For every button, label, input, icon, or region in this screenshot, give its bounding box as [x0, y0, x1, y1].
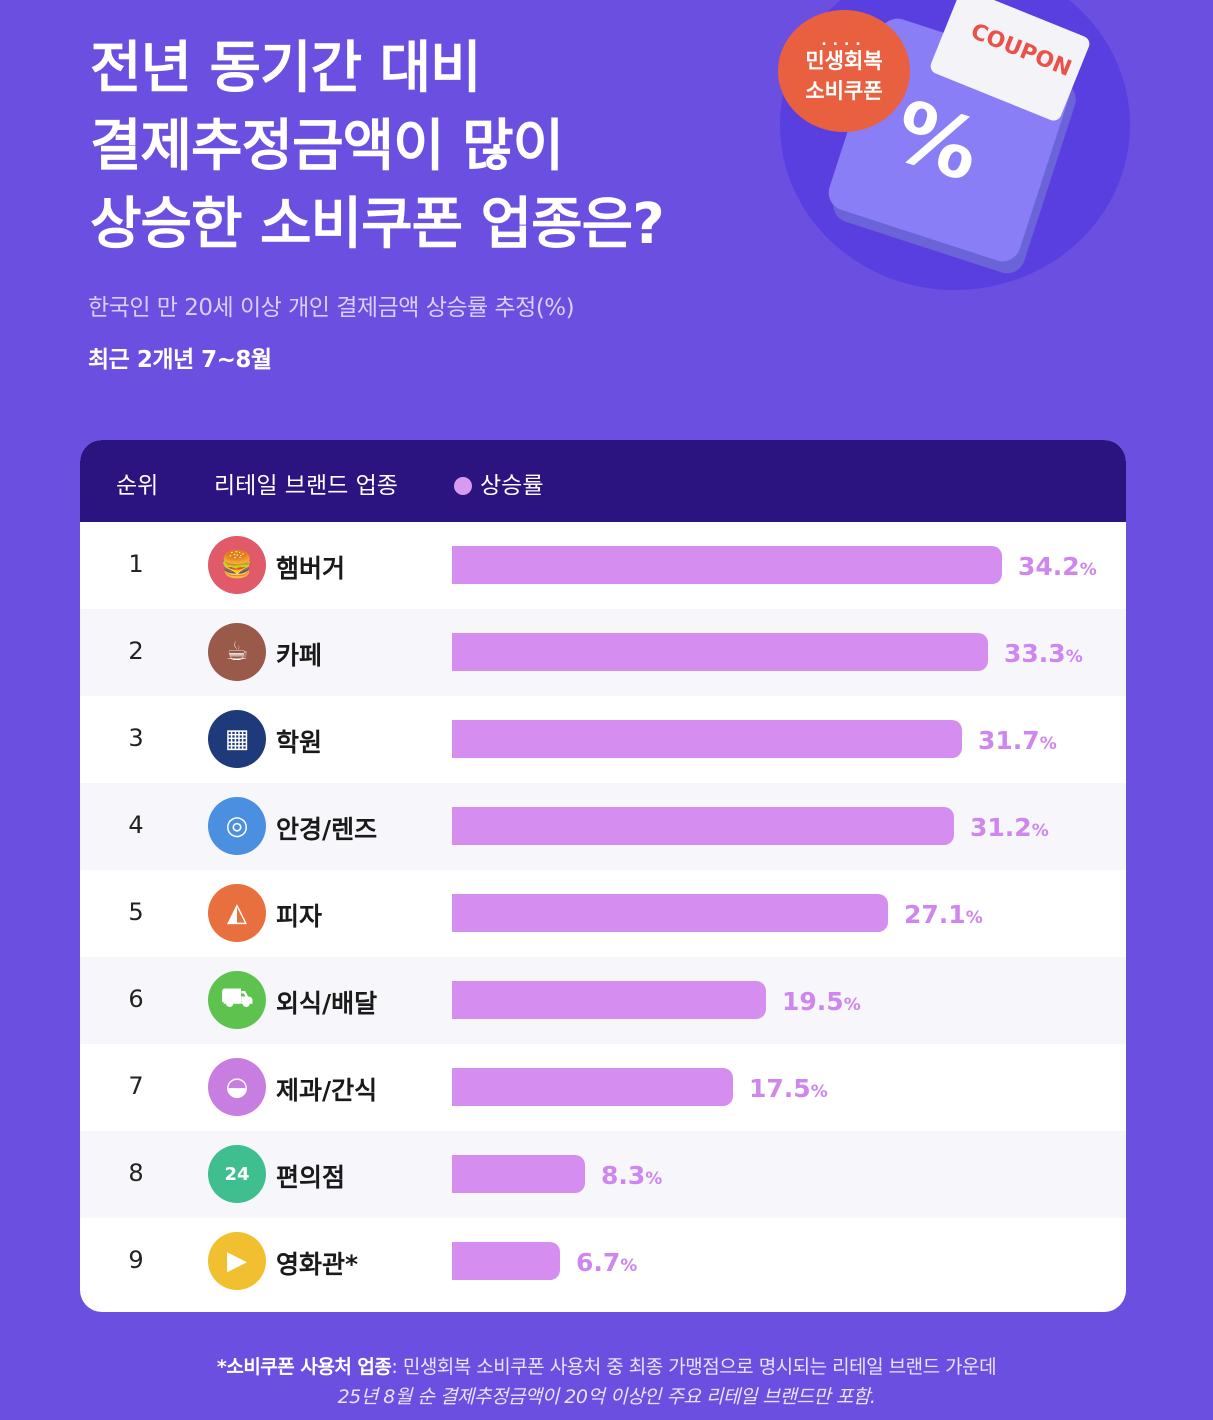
value-number: 6.7 [576, 1248, 621, 1277]
value-unit: % [810, 1082, 828, 1102]
category-label: 안경/렌즈 [276, 815, 378, 844]
category-label: 외식/배달 [276, 989, 378, 1018]
delivery-scooter-icon: ⛟ [208, 971, 266, 1029]
bar [452, 1242, 560, 1280]
value-label: 8.3% [601, 1161, 662, 1190]
rank-number: 4 [128, 811, 144, 839]
value-label: 31.7% [978, 726, 1057, 755]
rank-number: 3 [128, 724, 144, 752]
table-row: 7 ◒ 제과/간식 17.5% [80, 1044, 1126, 1131]
category-label: 영화관* [276, 1250, 359, 1279]
value-label: 27.1% [904, 900, 983, 929]
value-label: 34.2% [1018, 552, 1097, 581]
bar [452, 546, 1002, 584]
category-label: 햄버거 [276, 554, 346, 583]
bar [452, 633, 988, 671]
table-row: 4 ◎ 안경/렌즈 31.2% [80, 783, 1126, 870]
value-number: 31.2 [970, 813, 1032, 842]
value-unit: % [843, 995, 861, 1015]
footnote-line-2: 25년 8월 순 결제추정금액이 20억 이상인 주요 리테일 브랜드만 포함. [337, 1386, 876, 1408]
header-rank: 순위 [116, 473, 159, 499]
value-number: 17.5 [749, 1074, 811, 1103]
pizza-icon: ◭ [208, 884, 266, 942]
rank-number: 7 [128, 1072, 144, 1100]
rank-number: 6 [128, 985, 144, 1013]
value-label: 19.5% [782, 987, 861, 1016]
badge-dots: .... [821, 33, 867, 49]
cake-icon: ◒ [208, 1058, 266, 1116]
value-number: 27.1 [904, 900, 966, 929]
rank-number: 2 [128, 637, 144, 665]
table-row: 8 24 편의점 8.3% [80, 1131, 1126, 1218]
bar [452, 981, 766, 1019]
table-header: 순위 리테일 브랜드 업종 상승률 [80, 440, 1126, 522]
value-label: 33.3% [1004, 639, 1083, 668]
table-row: 6 ⛟ 외식/배달 19.5% [80, 957, 1126, 1044]
table-row: 3 ▦ 학원 31.7% [80, 696, 1126, 783]
rank-number: 5 [128, 898, 144, 926]
value-label: 17.5% [749, 1074, 828, 1103]
table-row: 2 ☕ 카페 33.3% [80, 609, 1126, 696]
chart-subtitle: 한국인 만 20세 이상 개인 결제금액 상승률 추정(%) [88, 295, 575, 321]
ranking-table: 순위 리테일 브랜드 업종 상승률 1 🍔 햄버거 34.2% 2 ☕ 카페 33.3% 3 ▦ 학… [80, 440, 1126, 1312]
value-unit: % [620, 1256, 638, 1276]
table-row: 1 🍔 햄버거 34.2% [80, 522, 1126, 609]
legend-dot-icon [454, 477, 472, 495]
page-title: 전년 동기간 대비 결제추정금액이 많이 상승한 소비쿠폰 업종은? [90, 30, 665, 264]
value-label: 6.7% [576, 1248, 637, 1277]
legend-label: 상승률 [480, 473, 544, 499]
calculator-icon: ▦ [208, 710, 266, 768]
burger-icon: 🍔 [208, 536, 266, 594]
table-row: 5 ◭ 피자 27.1% [80, 870, 1126, 957]
period-label: 최근 2개년 7~8월 [88, 347, 272, 373]
value-number: 31.7 [978, 726, 1040, 755]
footnote-line-1: : 민생회복 소비쿠폰 사용처 중 최종 가맹점으로 명시되는 리테일 브랜드 … [391, 1356, 997, 1378]
bar [452, 807, 954, 845]
rank-number: 1 [128, 550, 144, 578]
footnote: *소비쿠폰 사용처 업종: 민생회복 소비쿠폰 사용처 중 최종 가맹점으로 명… [0, 1352, 1213, 1412]
value-unit: % [645, 1169, 663, 1189]
value-unit: % [1039, 734, 1057, 754]
header-category: 리테일 브랜드 업종 [214, 473, 398, 499]
bar [452, 720, 962, 758]
value-number: 19.5 [782, 987, 844, 1016]
movie-clapper-icon: ▶ [208, 1232, 266, 1290]
value-label: 31.2% [970, 813, 1049, 842]
title-line-2: 결제추정금액이 많이 [90, 114, 564, 179]
rank-number: 9 [128, 1246, 144, 1274]
category-label: 피자 [276, 902, 323, 931]
bar [452, 1068, 733, 1106]
bar [452, 1155, 585, 1193]
value-number: 8.3 [601, 1161, 646, 1190]
value-unit: % [1079, 560, 1097, 580]
legend: 상승률 [454, 466, 543, 500]
value-unit: % [1065, 647, 1083, 667]
value-unit: % [965, 908, 983, 928]
coffee-cup-icon: ☕ [208, 623, 266, 681]
bar [452, 894, 888, 932]
table-row: 9 ▶ 영화관* 6.7% [80, 1218, 1126, 1305]
rank-number: 8 [128, 1159, 144, 1187]
footnote-term: *소비쿠폰 사용처 업종 [216, 1356, 392, 1378]
category-label: 학원 [276, 728, 323, 757]
title-line-3: 상승한 소비쿠폰 업종은? [90, 192, 665, 257]
coupon-badge: .... 민생회복 소비쿠폰 [778, 10, 910, 132]
badge-line-2: 소비쿠폰 [805, 79, 883, 103]
convenience-store-icon: 24 [208, 1145, 266, 1203]
value-number: 34.2 [1018, 552, 1080, 581]
category-label: 제과/간식 [276, 1076, 378, 1105]
glasses-icon: ◎ [208, 797, 266, 855]
badge-line-1: 민생회복 [805, 49, 883, 73]
value-number: 33.3 [1004, 639, 1066, 668]
category-label: 편의점 [276, 1163, 346, 1192]
title-line-1: 전년 동기간 대비 [90, 36, 482, 101]
category-label: 카페 [276, 641, 323, 670]
value-unit: % [1031, 821, 1049, 841]
